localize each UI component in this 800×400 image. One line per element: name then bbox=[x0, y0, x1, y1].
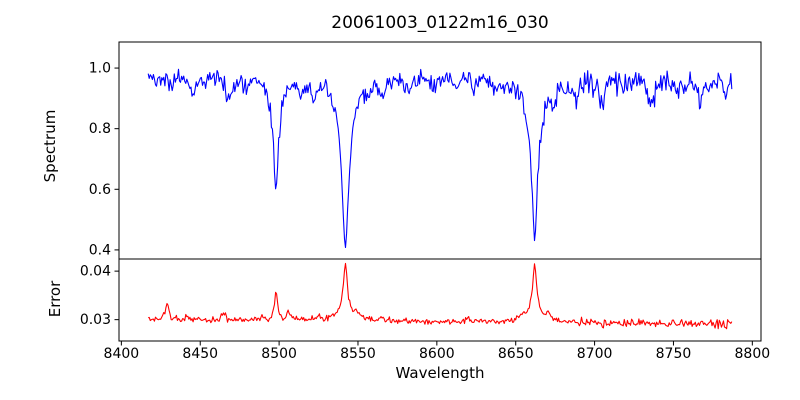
spectrum-y-tick-label: 0.6 bbox=[89, 182, 111, 198]
x-axis-label: Wavelength bbox=[395, 364, 485, 382]
x-tick-label: 8600 bbox=[419, 346, 455, 362]
spectrum-axes-border bbox=[118, 41, 762, 260]
spectrum-y-tick-label: 0.8 bbox=[89, 121, 111, 137]
x-tick-label: 8550 bbox=[340, 346, 376, 362]
error-axes-border bbox=[118, 258, 762, 342]
error-y-tick-label: 0.03 bbox=[80, 312, 111, 328]
spectrum-line bbox=[147, 68, 733, 249]
chart-title: 20061003_0122m16_030 bbox=[331, 13, 549, 33]
error-y-tick-label: 0.04 bbox=[80, 264, 111, 280]
x-tick-label: 8750 bbox=[656, 346, 692, 362]
x-tick-label: 8700 bbox=[577, 346, 613, 362]
spectrum-y-axis-label: Spectrum bbox=[41, 109, 59, 183]
error-y-axis-label: Error bbox=[46, 280, 64, 318]
x-tick-label: 8500 bbox=[261, 346, 297, 362]
x-tick-label: 8800 bbox=[735, 346, 771, 362]
spectrum-y-tick-label: 0.4 bbox=[89, 242, 111, 258]
x-tick-label: 8650 bbox=[498, 346, 534, 362]
error-line bbox=[148, 262, 733, 330]
spectrum-y-tick-label: 1.0 bbox=[89, 61, 111, 77]
x-tick-label: 8450 bbox=[182, 346, 218, 362]
x-tick-label: 8400 bbox=[104, 346, 140, 362]
